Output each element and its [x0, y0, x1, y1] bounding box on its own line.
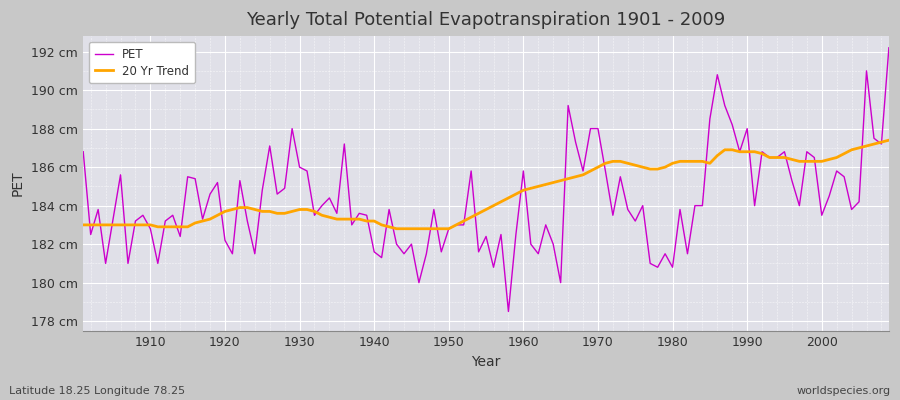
PET [526, 242, 536, 246]
Legend: PET, 20 Yr Trend: PET, 20 Yr Trend [89, 42, 195, 84]
Line: 20 Yr Trend: 20 Yr Trend [83, 140, 889, 229]
Text: worldspecies.org: worldspecies.org [796, 386, 891, 396]
20 Yr Trend [138, 222, 148, 227]
20 Yr Trend [302, 207, 312, 212]
20 Yr Trend [526, 186, 536, 191]
PET [518, 168, 529, 173]
PET [615, 174, 626, 179]
20 Yr Trend [518, 188, 529, 193]
Y-axis label: PET: PET [11, 171, 25, 196]
20 Yr Trend [346, 217, 357, 222]
20 Yr Trend [392, 226, 402, 231]
PET [884, 45, 895, 50]
PET [302, 168, 312, 173]
Title: Yearly Total Potential Evapotranspiration 1901 - 2009: Yearly Total Potential Evapotranspiratio… [247, 11, 725, 29]
PET [138, 213, 148, 218]
PET [503, 309, 514, 314]
PET [346, 222, 357, 227]
20 Yr Trend [77, 222, 88, 227]
PET [77, 149, 88, 154]
Line: PET: PET [83, 48, 889, 312]
Text: Latitude 18.25 Longitude 78.25: Latitude 18.25 Longitude 78.25 [9, 386, 185, 396]
20 Yr Trend [884, 138, 895, 142]
X-axis label: Year: Year [472, 355, 500, 369]
20 Yr Trend [615, 159, 626, 164]
